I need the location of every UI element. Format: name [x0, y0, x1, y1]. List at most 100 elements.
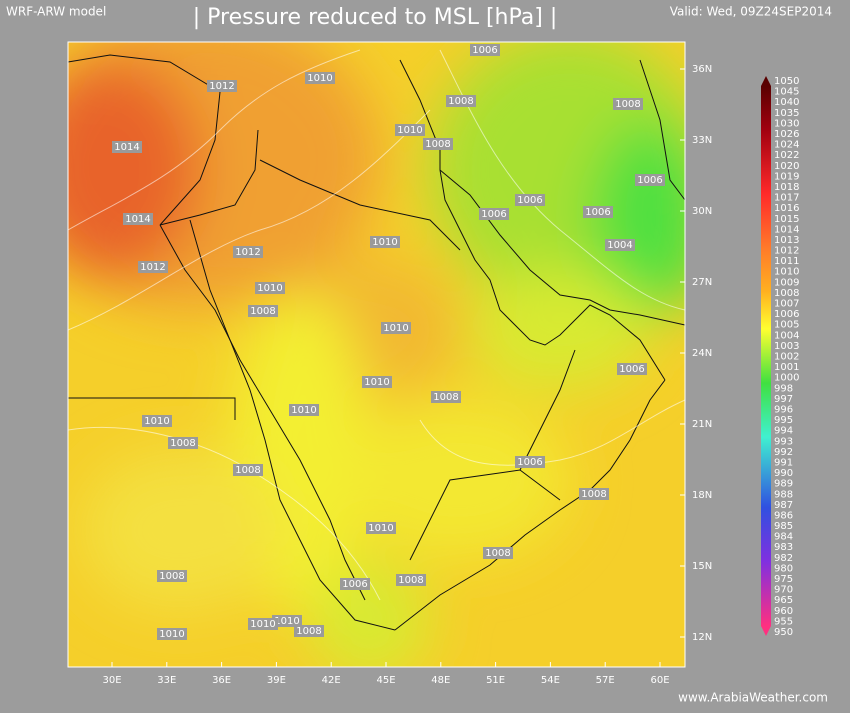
lat-label: 27N [692, 277, 712, 288]
colorbar-label: 1035 [774, 108, 799, 119]
contour-label: 1010 [305, 72, 335, 84]
colorbar-label: 984 [774, 532, 793, 543]
colorbar-label: 991 [774, 457, 793, 468]
contour-label-text: 1008 [581, 489, 606, 500]
colorbar-label: 1020 [774, 161, 799, 172]
lat-label: 15N [692, 561, 712, 572]
colorbar-label: 1005 [774, 320, 799, 331]
contour-label-text: 1006 [517, 195, 542, 206]
contour-label-box [142, 415, 172, 427]
contour-label: 1010 [248, 618, 278, 630]
lat-label: 21N [692, 419, 712, 430]
colorbar-label: 989 [774, 479, 793, 490]
contour-label-box [381, 322, 411, 334]
colorbar-label: 986 [774, 510, 793, 521]
contour-label: 1012 [233, 246, 263, 258]
lon-label: 39E [267, 675, 286, 686]
contour-label: 1004 [605, 239, 635, 251]
colorbar-label: 975 [774, 574, 793, 585]
contour-label-text: 1008 [433, 392, 458, 403]
contour-label: 1008 [294, 625, 324, 637]
contour-label-text: 1008 [485, 548, 510, 559]
colorbar-label: 1019 [774, 171, 799, 182]
contour-label-text: 1010 [274, 616, 299, 627]
contour-label-text: 1010 [144, 416, 169, 427]
contour-label-box [470, 44, 500, 56]
contour-label-box [366, 522, 396, 534]
contour-label-box [157, 628, 187, 640]
contour-label-box [635, 174, 665, 186]
contour-label: 1008 [446, 95, 476, 107]
colorbar-label: 997 [774, 394, 793, 405]
contour-label: 1006 [470, 44, 500, 56]
colorbar-label: 1003 [774, 341, 799, 352]
colorbar-label: 1000 [774, 373, 799, 384]
contour-label-box [233, 246, 263, 258]
contour-label: 1008 [396, 574, 426, 586]
colorbar-label: 1050 [774, 76, 799, 87]
colorbar-label: 1006 [774, 309, 799, 320]
contour-label-box [423, 138, 453, 150]
contour-label: 1008 [168, 437, 198, 449]
contour-label: 1010 [395, 124, 425, 136]
lon-label: 54E [541, 675, 560, 686]
colorbar-label: 1009 [774, 277, 799, 288]
contour-label-text: 1014 [114, 142, 139, 153]
contour-label-box [168, 437, 198, 449]
colorbar-label: 1026 [774, 129, 799, 140]
contour-label-text: 1008 [250, 306, 275, 317]
colorbar-label: 1024 [774, 140, 799, 151]
contour-label-text: 1006 [517, 457, 542, 468]
contour-label-text: 1008 [448, 96, 473, 107]
contour-label-text: 1012 [235, 247, 260, 258]
contour-label-text: 1010 [397, 125, 422, 136]
map-title: | Pressure reduced to MSL [hPa] | [193, 5, 557, 30]
contour-label-text: 1012 [209, 81, 234, 92]
colorbar-label: 1001 [774, 362, 799, 373]
colorbar-label: 970 [774, 585, 793, 596]
colorbar-label: 960 [774, 606, 793, 617]
contour-label: 1008 [157, 570, 187, 582]
colorbar-label: 950 [774, 627, 793, 638]
contour-label-box [138, 261, 168, 273]
contour-label: 1010 [366, 522, 396, 534]
colorbar-label: 998 [774, 383, 793, 394]
colorbar-label: 1004 [774, 330, 799, 341]
contour-label-box [396, 574, 426, 586]
colorbar-label: 1008 [774, 288, 799, 299]
contour-label: 1008 [248, 305, 278, 317]
lat-label: 30N [692, 206, 712, 217]
colorbar-label: 1013 [774, 235, 799, 246]
colorbar-top-arrow [761, 76, 771, 86]
contour-lines [67, 49, 686, 601]
colorbar-label: 990 [774, 468, 793, 479]
contour-label: 1006 [635, 174, 665, 186]
lon-label: 30E [102, 675, 121, 686]
contour-label: 1008 [579, 488, 609, 500]
colorbar-label: 995 [774, 415, 793, 426]
colorbar-label: 1040 [774, 97, 799, 108]
contour-label-box [362, 376, 392, 388]
colorbar-label: 1018 [774, 182, 799, 193]
contour-label: 1010 [289, 404, 319, 416]
contour-label-text: 1008 [425, 139, 450, 150]
colorbar-label: 1016 [774, 203, 799, 214]
contour-label: 1006 [479, 208, 509, 220]
contour-label-text: 1014 [125, 214, 150, 225]
contour-label-box [605, 239, 635, 251]
colorbar-label: 1017 [774, 193, 799, 204]
contour-label-text: 1010 [250, 619, 275, 630]
contour-label-text: 1006 [472, 45, 497, 56]
contour-label-box [207, 80, 237, 92]
contour-label-text: 1008 [235, 465, 260, 476]
colorbar-label: 994 [774, 426, 793, 437]
contour-label-text: 1010 [307, 73, 332, 84]
colorbar-label: 1007 [774, 299, 799, 310]
colorbar-label: 983 [774, 542, 793, 553]
contour-label-box [255, 282, 285, 294]
contour-label: 1010 [255, 282, 285, 294]
contour-label: 1006 [617, 363, 647, 375]
contour-label-text: 1008 [159, 571, 184, 582]
contour-label: 1008 [423, 138, 453, 150]
contour-label-text: 1006 [619, 364, 644, 375]
